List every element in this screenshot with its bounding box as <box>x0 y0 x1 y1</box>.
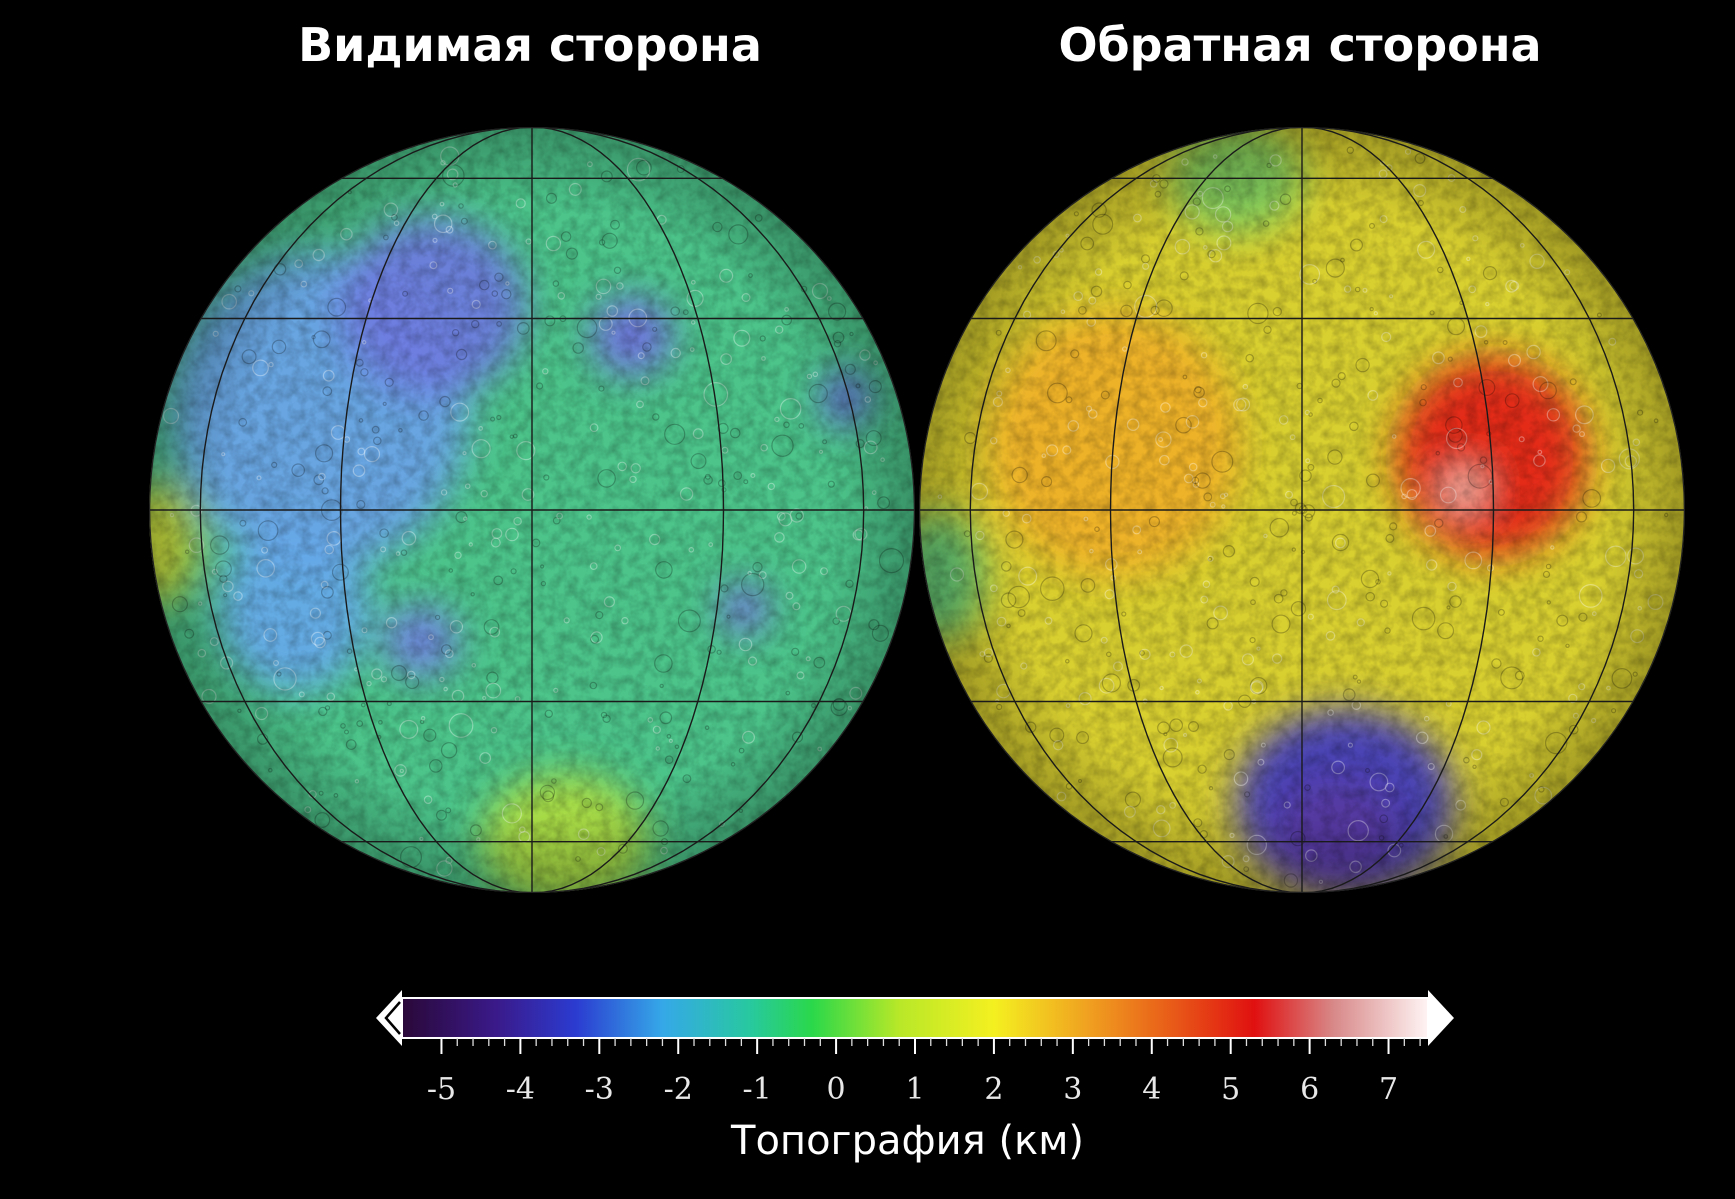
meridian-line <box>199 127 533 893</box>
meridian-line <box>531 127 725 893</box>
colorbar-tick-label: 7 <box>1378 1072 1399 1107</box>
colorbar-label: Топография (км) <box>731 1118 1084 1164</box>
meridian-line <box>1301 127 1495 893</box>
colorbar-tick-label: 0 <box>826 1072 846 1107</box>
colorbar-tick-label: -4 <box>505 1072 535 1107</box>
meridian-line <box>1301 127 1635 893</box>
near-side-globe <box>149 127 915 893</box>
colorbar-tick-label: -5 <box>426 1072 457 1107</box>
meridian-line <box>969 127 1303 893</box>
globe-outline <box>919 127 1685 893</box>
colorbar-tick-label: 1 <box>905 1072 925 1107</box>
colorbar-tick-label: -2 <box>663 1072 693 1107</box>
colorbar-tick-label: 3 <box>1063 1072 1083 1107</box>
meridian-line <box>531 127 865 893</box>
meridian-line <box>339 127 533 893</box>
colorbar-gradient <box>402 998 1428 1038</box>
far-side-globe <box>919 127 1685 893</box>
near-side-title: Видимая сторона <box>298 18 762 72</box>
colorbar-tick-label: 6 <box>1300 1072 1320 1107</box>
colorbar-tick-label: 4 <box>1142 1072 1162 1107</box>
meridian-line <box>1109 127 1303 893</box>
colorbar-tick-label: -3 <box>584 1072 614 1107</box>
colorbar-min-arrow <box>376 990 402 1046</box>
colorbar-tick-label: 5 <box>1221 1072 1241 1107</box>
colorbar-tick-label: -1 <box>742 1072 772 1107</box>
colorbar-tick-label: 2 <box>984 1072 1004 1107</box>
far-side-title: Обратная сторона <box>1058 18 1542 72</box>
globe-outline <box>149 127 915 893</box>
colorbar-max-arrow <box>1428 990 1454 1046</box>
